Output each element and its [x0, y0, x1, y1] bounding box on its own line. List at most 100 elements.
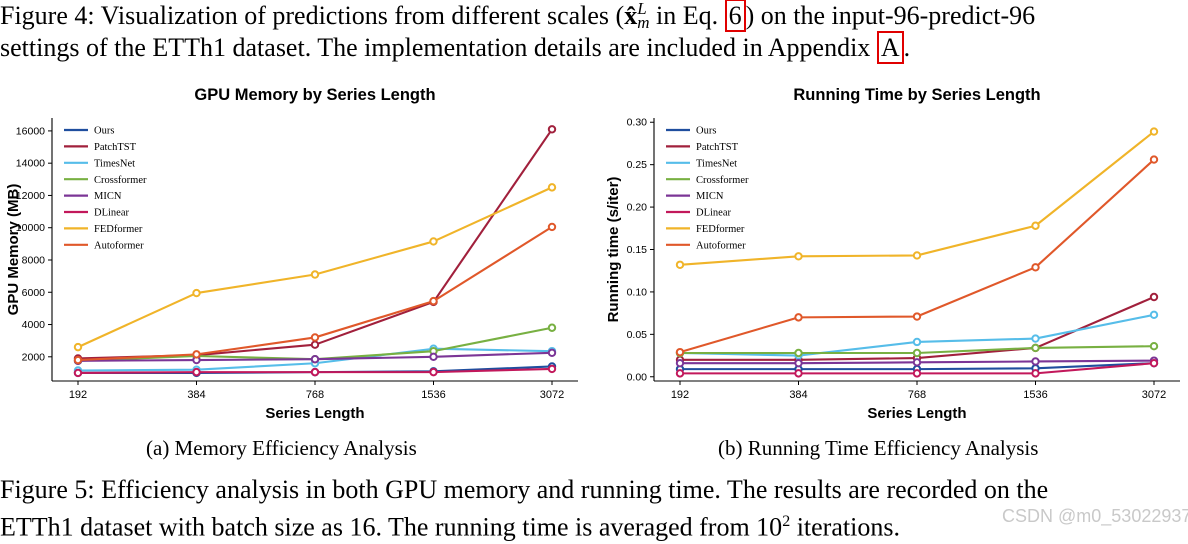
- y-tick-label: 14000: [16, 158, 45, 170]
- data-point: [192, 367, 201, 377]
- data-point: [675, 260, 685, 269]
- memory-chart: GPU Memory by Series Length 2000 4000 6000 8…: [5, 88, 578, 422]
- y-tick-label: 4000: [22, 319, 46, 331]
- data-point: [1031, 343, 1040, 353]
- data-point: [192, 288, 201, 298]
- series-dlinear: [675, 358, 1159, 378]
- data-point: [794, 252, 803, 261]
- y-tick-label: 0.25: [627, 159, 648, 171]
- y-tick-label: 2000: [22, 351, 46, 363]
- legend-label: TimesNet: [94, 158, 135, 169]
- data-point: [429, 296, 438, 306]
- data-point: [547, 323, 557, 332]
- legend-label: Autoformer: [696, 240, 746, 251]
- data-point: [310, 270, 320, 279]
- x-tick-label: 1536: [1023, 389, 1047, 401]
- figure4-caption-line2: settings of the ETTh1 dataset. The imple…: [0, 31, 911, 64]
- figure5-caption-line1: Figure 5: Efficiency analysis in both GP…: [0, 475, 1049, 504]
- x-tick-label: 192: [69, 389, 87, 401]
- y-tick-label: 0.20: [627, 202, 648, 214]
- legend-label: Ours: [94, 126, 114, 137]
- data-point: [547, 222, 557, 232]
- data-point: [1031, 263, 1040, 272]
- legend-label: PatchTST: [696, 142, 739, 153]
- chart-title: GPU Memory by Series Length: [194, 88, 435, 104]
- x-tick-label: 384: [789, 389, 807, 401]
- series-patchtst: [73, 125, 557, 363]
- data-point: [429, 367, 438, 377]
- data-point: [547, 183, 557, 192]
- legend-label: Crossformer: [94, 175, 147, 186]
- figure4-caption: Figure 4: Visualization of predictions f…: [0, 0, 1035, 64]
- y-tick-label: 0.10: [627, 286, 648, 298]
- figure5-caption-line2: ETTh1 dataset with batch size as 16. The…: [0, 512, 900, 542]
- data-point: [547, 125, 557, 134]
- data-point: [675, 369, 685, 378]
- x-axis-label: Series Length: [867, 405, 966, 422]
- x-tick-label: 768: [306, 389, 324, 401]
- data-point: [794, 358, 803, 368]
- legend-label: Crossformer: [696, 175, 749, 186]
- x-tick-label: 3072: [540, 389, 564, 401]
- subcaption-running-time: (b) Running Time Efficiency Analysis: [718, 436, 1039, 460]
- figure4-caption-line1: Figure 4: Visualization of predictions f…: [0, 0, 1036, 32]
- series-autoformer: [73, 222, 557, 365]
- y-tick-label: 10000: [16, 222, 45, 234]
- running-time-chart: Running Time by Series Length 0.00 0.05 0.1…: [605, 88, 1180, 422]
- y-tick-label: 8000: [22, 254, 46, 266]
- data-point: [912, 337, 922, 347]
- equation-reference-link[interactable]: 6: [724, 0, 746, 32]
- series-autoformer: [675, 155, 1159, 357]
- data-point: [1031, 334, 1040, 343]
- legend-label: Ours: [696, 126, 716, 137]
- y-tick-label: 0.00: [627, 371, 648, 383]
- data-point: [73, 342, 83, 352]
- legend: Ours PatchTST TimesNet Crossformer MICN DLine…: [64, 126, 147, 251]
- data-point: [794, 369, 803, 378]
- data-point: [1149, 310, 1159, 320]
- legend-label: FEDformer: [696, 224, 745, 235]
- series-fedformer: [675, 127, 1159, 269]
- series-line-fedformer: [77, 186, 553, 349]
- y-tick-label: 6000: [22, 287, 46, 299]
- y-tick-label: 0.30: [627, 117, 648, 129]
- data-point: [912, 369, 922, 378]
- watermark: CSDN @m0_53022937: [1002, 506, 1188, 526]
- appendix-reference-link[interactable]: A: [876, 31, 904, 64]
- data-point: [912, 251, 922, 260]
- data-point: [310, 355, 320, 364]
- x-tick-label: 3072: [1142, 389, 1166, 401]
- legend-label: PatchTST: [94, 142, 137, 153]
- subcaption-memory: (a) Memory Efficiency Analysis: [146, 436, 417, 460]
- data-point: [1031, 221, 1040, 230]
- data-point: [547, 348, 557, 357]
- series-line-patchtst: [77, 128, 553, 360]
- data-point: [547, 364, 557, 374]
- legend-label: DLinear: [94, 208, 129, 219]
- x-tick-label: 384: [187, 389, 205, 401]
- legend-label: DLinear: [696, 208, 731, 219]
- series-fedformer: [73, 183, 557, 352]
- data-point: [1149, 155, 1159, 164]
- x-tick-label: 768: [908, 389, 926, 401]
- data-point: [912, 358, 922, 367]
- data-point: [1149, 127, 1159, 136]
- legend: Ours PatchTST TimesNet Crossformer MICN DLine…: [666, 126, 749, 251]
- data-point: [73, 368, 83, 378]
- x-tick-label: 192: [671, 389, 689, 401]
- y-tick-label: 12000: [16, 190, 45, 202]
- figure5-caption: Figure 5: Efficiency analysis in both GP…: [0, 474, 1048, 544]
- x-axis-label: Series Length: [265, 405, 364, 422]
- legend-label: MICN: [94, 191, 122, 202]
- data-point: [794, 348, 803, 358]
- data-point: [310, 333, 320, 342]
- data-point: [1031, 369, 1040, 378]
- y-axis-label: Running time (s/iter): [605, 177, 622, 323]
- y-axis-label: GPU Memory (MB): [5, 184, 22, 316]
- x-tick-label: 1536: [421, 389, 445, 401]
- data-point: [73, 355, 83, 365]
- chart-title: Running Time by Series Length: [793, 88, 1040, 104]
- data-point: [1149, 292, 1159, 302]
- data-point: [429, 352, 438, 361]
